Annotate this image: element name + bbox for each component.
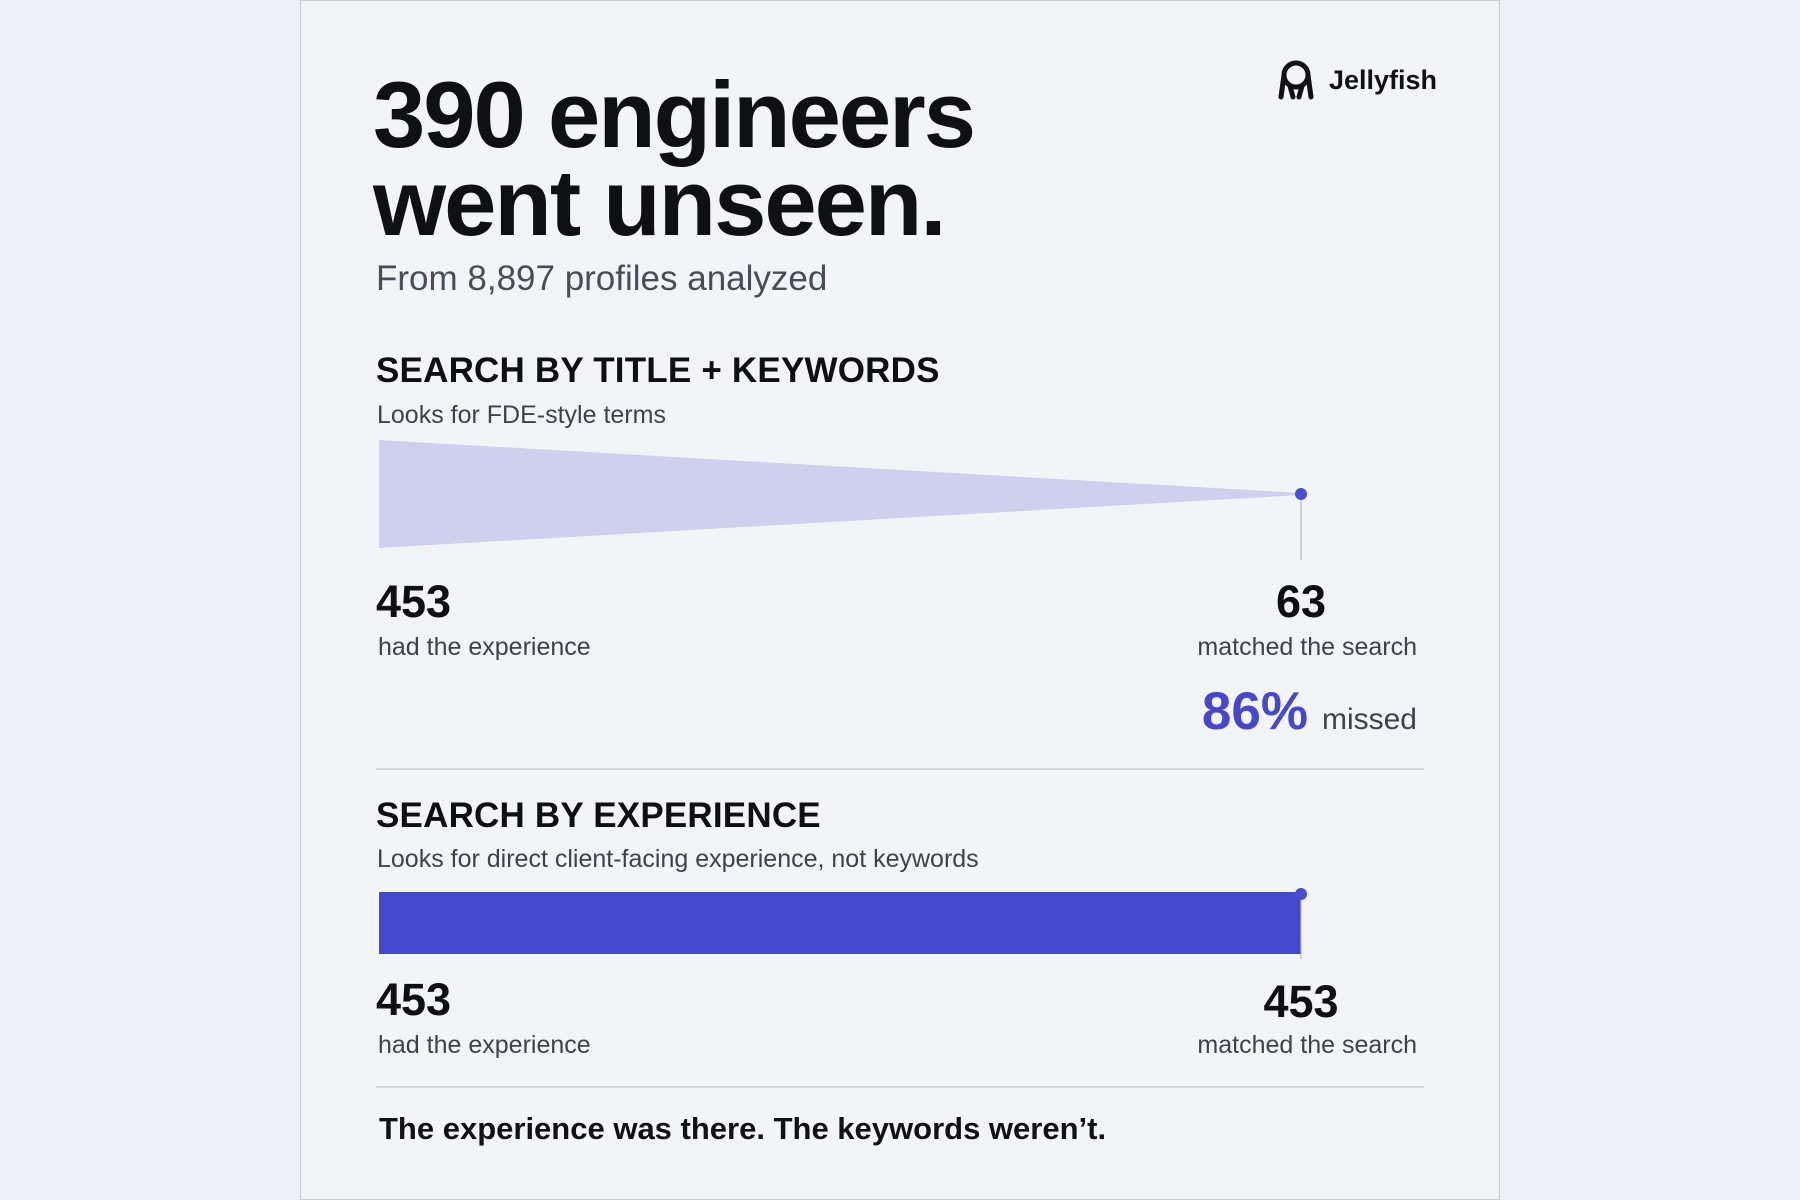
subtitle: From 8,897 profiles analyzed [376,259,828,298]
infographic-card: Jellyfish 390 engineers went unseen. Fro… [300,0,1500,1200]
jellyfish-logo-icon [1278,60,1314,100]
funnel-start-label: had the experience [378,633,591,661]
brand: Jellyfish [1273,57,1437,103]
funnel-end-value: 63 [1275,576,1327,627]
bar-end-marker [1295,888,1307,900]
funnel-end-marker [1295,488,1307,500]
bar-start-value: 453 [376,974,452,1025]
funnel-end-label: matched the search [1197,633,1417,661]
missed-stat: 86% missed [1202,681,1417,742]
bar-start-label: had the experience [378,1031,591,1059]
footer-divider [376,1086,1424,1088]
missed-label: missed [1321,703,1417,736]
bar-end-label: matched the search [1197,1031,1417,1059]
keyword-funnel-chart [379,440,1307,560]
footer-statement: The experience was there. The keywords w… [379,1111,1107,1146]
experience-bar [379,892,1301,954]
section-desc-keywords: Looks for FDE-style terms [377,401,666,429]
section-desc-experience: Looks for direct client-facing experienc… [377,845,979,873]
funnel-shape [379,440,1301,548]
page-title: 390 engineers went unseen. [373,62,976,255]
brand-name: Jellyfish [1329,64,1438,95]
missed-percent: 86% [1201,682,1308,741]
bar-end-value: 453 [1263,976,1339,1027]
headline-line-2: went unseen. [373,150,946,255]
experience-bar-chart [379,888,1307,959]
section-title-experience: SEARCH BY EXPERIENCE [376,796,821,835]
section-title-keywords: SEARCH BY TITLE + KEYWORDS [376,351,940,390]
headline-line-1: 390 engineers [373,62,976,167]
section-divider [376,768,1424,770]
funnel-start-value: 453 [376,576,452,627]
